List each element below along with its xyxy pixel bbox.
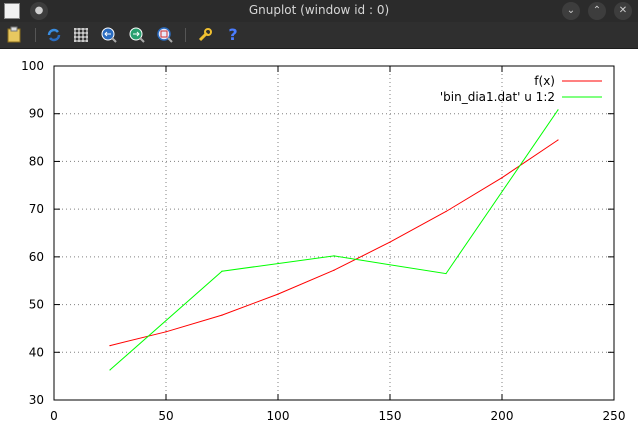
autoscale-icon xyxy=(157,27,173,43)
zoom-forward-icon xyxy=(129,27,145,43)
x-tick-label: 0 xyxy=(50,409,58,423)
data-point xyxy=(277,293,279,295)
previous-zoom-button[interactable] xyxy=(100,26,118,44)
y-tick-label: 30 xyxy=(29,393,44,407)
help-button[interactable]: ? xyxy=(224,26,242,44)
y-tick-label: 90 xyxy=(29,107,44,121)
data-point xyxy=(445,272,447,275)
y-tick-label: 60 xyxy=(29,250,44,264)
settings-button[interactable] xyxy=(196,26,214,44)
next-zoom-button[interactable] xyxy=(128,26,146,44)
copy-to-clipboard-button[interactable] xyxy=(6,26,24,44)
wrench-icon xyxy=(198,28,212,42)
x-tick-label: 100 xyxy=(267,409,290,423)
data-point xyxy=(109,345,111,347)
toolbar: ? xyxy=(0,22,638,49)
x-tick-label: 150 xyxy=(379,409,402,423)
plot-area[interactable]: 0 50 100 150 200 250 30 40 50 60 70 80 90 100 f(x) 'bi… xyxy=(0,48,638,429)
grid-icon xyxy=(74,28,88,42)
replot-button[interactable] xyxy=(45,26,63,44)
data-point xyxy=(109,369,111,371)
close-button[interactable]: ✕ xyxy=(614,2,632,20)
refresh-icon xyxy=(47,28,61,42)
data-point xyxy=(557,139,559,141)
plot-border xyxy=(53,65,615,401)
data-point xyxy=(333,269,335,271)
x-tick-label: 200 xyxy=(491,409,514,423)
data-point xyxy=(221,270,223,272)
y-tick-label: 50 xyxy=(29,298,44,312)
data-point xyxy=(165,331,167,333)
legend-label: 'bin_dia1.dat' u 1:2 xyxy=(440,90,555,104)
y-tick-label: 80 xyxy=(29,154,44,168)
clipboard-icon xyxy=(7,26,21,43)
data-point xyxy=(389,241,391,243)
series-line-1 xyxy=(109,139,559,347)
window-menu-button[interactable]: ● xyxy=(30,2,48,20)
data-point xyxy=(557,109,559,111)
minimize-button[interactable]: ⌄ xyxy=(562,2,580,20)
data-point xyxy=(445,210,447,213)
x-tick-label: 250 xyxy=(603,409,626,423)
data-point xyxy=(333,255,335,257)
chevron-down-icon: ⌄ xyxy=(566,5,576,16)
data-point xyxy=(221,314,223,316)
x-tick-label: 50 xyxy=(158,409,173,423)
y-tick-label: 100 xyxy=(21,59,44,73)
gnuplot-app-icon xyxy=(4,3,20,19)
toolbar-separator xyxy=(185,28,186,42)
zoom-back-icon xyxy=(101,27,117,43)
close-icon: ✕ xyxy=(618,5,628,16)
chart-canvas: 0 50 100 150 200 250 30 40 50 60 70 80 90 100 f(x) 'bi… xyxy=(21,59,626,423)
toolbar-separator xyxy=(35,28,36,42)
title-bar: Gnuplot (window id : 0) ● ⌄ ⌃ ✕ xyxy=(0,0,638,22)
data-point xyxy=(501,177,503,179)
dot-icon: ● xyxy=(34,5,44,16)
y-tick-label: 70 xyxy=(29,202,44,216)
y-tick-label: 40 xyxy=(29,345,44,359)
chevron-up-icon: ⌃ xyxy=(592,5,602,16)
autoscale-button[interactable] xyxy=(156,26,174,44)
window-title: Gnuplot (window id : 0) xyxy=(248,3,390,17)
maximize-button[interactable]: ⌃ xyxy=(588,2,606,20)
series-line-2 xyxy=(109,109,559,371)
help-icon: ? xyxy=(228,25,238,44)
toggle-grid-button[interactable] xyxy=(72,26,90,44)
legend-label: f(x) xyxy=(534,74,555,88)
